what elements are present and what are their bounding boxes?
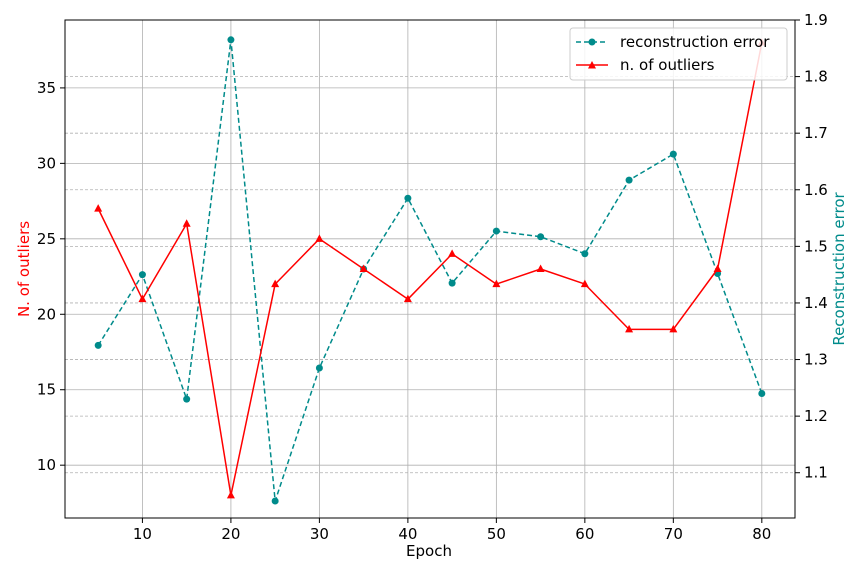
y-right-tick-label: 1.6 bbox=[804, 181, 828, 199]
y-right-tick-label: 1.3 bbox=[804, 351, 828, 369]
data-point-n-of-outliers bbox=[226, 490, 235, 499]
data-point-reconstruction-error bbox=[492, 227, 500, 235]
x-axis-title: Epoch bbox=[406, 542, 452, 560]
legend-box bbox=[569, 27, 788, 81]
x-axis: 10 20 30 40 50 60 70 80 bbox=[133, 518, 771, 543]
data-point-n-of-outliers bbox=[315, 234, 324, 242]
data-point-n-of-outliers bbox=[492, 279, 501, 288]
data-point-reconstruction-error bbox=[537, 233, 545, 241]
x-tick-label: 50 bbox=[487, 525, 506, 543]
y-right-tick-label: 1.4 bbox=[804, 294, 828, 312]
y-left-tick-label: 15 bbox=[37, 381, 56, 399]
legend-marker-reconstruction-error bbox=[588, 38, 596, 46]
data-point-reconstruction-error bbox=[448, 279, 456, 287]
data-point-n-of-outliers bbox=[536, 264, 545, 272]
y-left-tick-label: 35 bbox=[37, 79, 56, 97]
x-tick-label: 40 bbox=[398, 525, 417, 543]
legend-label-reconstruction-error: reconstruction error bbox=[620, 33, 770, 51]
data-point-n-of-outliers bbox=[580, 279, 589, 288]
y-right-tick-label: 1.2 bbox=[804, 407, 828, 425]
grid bbox=[65, 19, 795, 518]
x-tick-label: 10 bbox=[133, 525, 152, 543]
y-axis-right-title: Reconstruction error bbox=[830, 191, 848, 345]
data-point-n-of-outliers bbox=[448, 249, 457, 257]
plot-frame bbox=[64, 19, 796, 519]
y-left-tick-label: 25 bbox=[37, 230, 56, 248]
x-tick-label: 80 bbox=[752, 525, 771, 543]
y-axis-left-title: N. of outliers bbox=[15, 221, 33, 317]
y-left-tick-label: 20 bbox=[37, 305, 56, 323]
y-left-tick-label: 10 bbox=[37, 456, 56, 474]
data-point-reconstruction-error bbox=[625, 176, 633, 184]
data-point-reconstruction-error bbox=[271, 497, 279, 505]
data-point-n-of-outliers bbox=[94, 204, 103, 212]
data-point-reconstruction-error bbox=[315, 364, 323, 372]
series-line-reconstruction-error bbox=[97, 39, 763, 502]
y-right-tick-label: 1.7 bbox=[804, 124, 828, 142]
y-right-tick-label: 1.1 bbox=[804, 464, 828, 482]
data-point-n-of-outliers bbox=[713, 264, 722, 272]
data-point-n-of-outliers bbox=[359, 264, 368, 272]
x-tick-label: 70 bbox=[664, 525, 683, 543]
y-right-tick-label: 1.8 bbox=[804, 68, 828, 86]
data-point-reconstruction-error bbox=[758, 390, 766, 397]
data-point-reconstruction-error bbox=[669, 150, 677, 158]
x-tick-label: 60 bbox=[575, 525, 594, 543]
x-tick-label: 20 bbox=[221, 525, 240, 543]
data-point-n-of-outliers bbox=[403, 294, 412, 303]
data-point-reconstruction-error bbox=[227, 36, 235, 44]
data-point-reconstruction-error bbox=[94, 341, 102, 349]
data-point-n-of-outliers bbox=[182, 219, 191, 227]
data-point-n-of-outliers bbox=[138, 294, 147, 303]
series-line-n-of-outliers bbox=[97, 42, 763, 497]
legend: reconstruction error n. of outliers bbox=[569, 27, 788, 81]
legend-label-n-of-outliers: n. of outliers bbox=[620, 56, 715, 74]
y-right-tick-label: 1.9 bbox=[804, 11, 828, 29]
y-axis-right: 1.1 1.2 1.3 1.4 1.5 1.6 1.7 1.8 1.9 bbox=[795, 11, 828, 482]
y-left-tick-label: 30 bbox=[37, 154, 56, 172]
y-right-tick-label: 1.5 bbox=[804, 237, 828, 255]
series-layer bbox=[94, 36, 766, 505]
data-point-reconstruction-error bbox=[183, 395, 191, 403]
y-axis-left: 10 15 20 25 30 35 bbox=[37, 79, 65, 474]
legend-marker-n-of-outliers bbox=[588, 61, 596, 69]
data-point-n-of-outliers bbox=[271, 279, 280, 288]
data-point-n-of-outliers bbox=[625, 324, 634, 333]
data-point-reconstruction-error bbox=[404, 194, 412, 202]
data-point-reconstruction-error bbox=[581, 250, 589, 258]
x-tick-label: 30 bbox=[310, 525, 329, 543]
data-point-n-of-outliers bbox=[669, 324, 678, 333]
data-point-reconstruction-error bbox=[138, 271, 146, 279]
